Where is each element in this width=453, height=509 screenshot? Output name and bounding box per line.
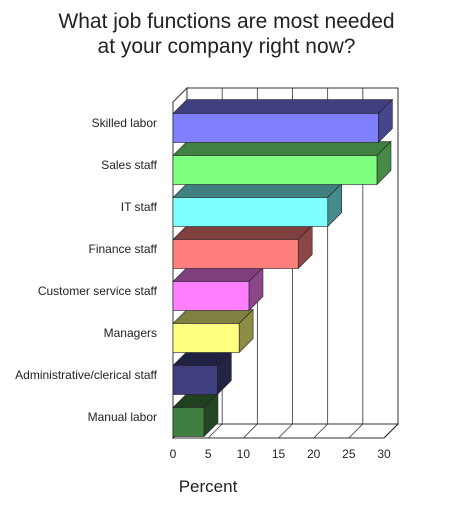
x-tick-labels: 0 5 10 15 20 25 30 xyxy=(170,447,391,461)
bar-skilled-labor xyxy=(172,98,394,144)
bar-managers xyxy=(172,308,254,354)
x-axis-title: Percent xyxy=(179,477,238,496)
x-tick-label-0: 0 xyxy=(170,447,177,461)
x-tick-label-25: 25 xyxy=(342,447,356,461)
floor-gridline-20 xyxy=(313,423,328,439)
bar-front-face xyxy=(172,365,218,395)
bar-sales-staff xyxy=(172,140,392,186)
category-label: Administrative/clerical staff xyxy=(15,368,157,382)
x-tick-label-30: 30 xyxy=(377,447,391,461)
bar-front-face xyxy=(172,407,205,437)
bar-top-face xyxy=(172,99,394,114)
x-tick-label-20: 20 xyxy=(307,447,321,461)
category-label: IT staff xyxy=(121,200,158,214)
floor-gridline-15 xyxy=(278,423,293,439)
chart-title-line-2: at your company right now? xyxy=(97,35,356,58)
bar-front-face xyxy=(172,239,299,269)
bar-top-face xyxy=(172,225,313,240)
category-label: Sales staff xyxy=(101,158,157,172)
floor-gridline-10 xyxy=(243,423,258,439)
bar-front-face xyxy=(172,281,250,311)
bar-front-face xyxy=(172,323,240,353)
x-tick-label-15: 15 xyxy=(272,447,286,461)
bar-customer-service-staff xyxy=(172,266,264,312)
floor-gridline-25 xyxy=(348,423,364,439)
bar-top-face xyxy=(172,183,343,198)
bar-front-face xyxy=(172,113,379,143)
chart-title-line-1: What job functions are most needed xyxy=(58,10,395,33)
category-labels: Manual labor Administrative/clerical staf… xyxy=(15,116,157,424)
bar-front-face xyxy=(172,155,378,185)
x-tick-label-10: 10 xyxy=(237,447,251,461)
bars xyxy=(172,98,394,438)
bar-administrative-clerical-staff xyxy=(172,350,233,396)
category-label: Managers xyxy=(104,326,157,340)
x-tick-label-5: 5 xyxy=(205,447,212,461)
category-label: Manual labor xyxy=(88,410,157,424)
category-label: Skilled labor xyxy=(92,116,157,130)
category-label: Customer service staff xyxy=(38,284,158,298)
bar-top-face xyxy=(172,267,264,282)
bar-finance-staff xyxy=(172,224,313,270)
bar-manual-labor xyxy=(172,392,219,438)
bar-it-staff xyxy=(172,182,343,228)
bar-front-face xyxy=(172,197,329,227)
category-label: Finance staff xyxy=(89,242,158,256)
chart-title: What job functions are most needed at yo… xyxy=(0,9,453,59)
floor-gridline-30 xyxy=(383,423,399,439)
floor-gridline-5 xyxy=(207,423,223,439)
bar-top-face xyxy=(172,141,392,156)
